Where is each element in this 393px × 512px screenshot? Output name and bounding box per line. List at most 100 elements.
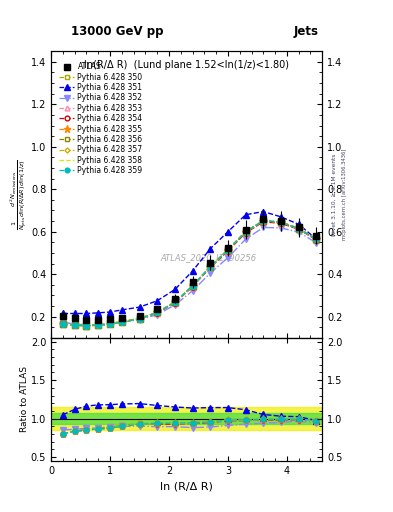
Pythia 6.428 359 [261,218,266,224]
Text: 13000 GeV pp: 13000 GeV pp [71,26,163,38]
Text: Jets: Jets [293,26,318,38]
Pythia 6.428 355 [72,322,77,328]
Pythia 6.428 354 [208,264,213,270]
Pythia 6.428 354 [279,220,283,226]
Pythia 6.428 353 [208,264,213,270]
Pythia 6.428 358 [279,219,283,225]
Pythia 6.428 355 [208,264,213,270]
Y-axis label: $\frac{1}{N_\mathrm{jets}}\frac{d^2 N_\mathrm{emissions}}{d\ln(R/\Delta R)\,d\ln: $\frac{1}{N_\mathrm{jets}}\frac{d^2 N_\m… [9,159,29,230]
Pythia 6.428 359 [279,219,283,225]
Pythia 6.428 353 [137,316,142,322]
Pythia 6.428 356 [137,316,142,322]
Pythia 6.428 351 [261,208,266,215]
Pythia 6.428 359 [173,299,177,305]
Pythia 6.428 358 [314,236,319,242]
Pythia 6.428 357 [226,247,230,253]
Pythia 6.428 350 [119,318,124,325]
Text: Rivet 3.1.10, ≥ 3.1M events: Rivet 3.1.10, ≥ 3.1M events [332,154,337,236]
Pythia 6.428 355 [173,299,177,305]
Pythia 6.428 357 [190,283,195,289]
Pythia 6.428 351 [208,246,213,252]
Pythia 6.428 357 [137,316,142,322]
Pythia 6.428 356 [173,299,177,305]
Pythia 6.428 352 [261,224,266,230]
Pythia 6.428 354 [96,322,101,328]
Pythia 6.428 352 [155,311,160,317]
Pythia 6.428 350 [173,299,177,305]
Pythia 6.428 358 [296,225,301,231]
Line: Pythia 6.428 352: Pythia 6.428 352 [59,224,320,328]
Pythia 6.428 357 [208,264,213,270]
Pythia 6.428 355 [137,316,142,322]
Pythia 6.428 358 [119,319,124,325]
Pythia 6.428 356 [279,219,283,225]
Pythia 6.428 353 [261,219,266,225]
Pythia 6.428 357 [314,236,319,242]
Pythia 6.428 355 [84,323,89,329]
Pythia 6.428 352 [208,270,213,276]
Pythia 6.428 352 [190,288,195,294]
Pythia 6.428 358 [190,283,195,289]
Line: Pythia 6.428 358: Pythia 6.428 358 [63,221,316,326]
Bar [51,413,322,424]
Pythia 6.428 359 [155,309,160,315]
Pythia 6.428 359 [296,225,301,231]
Pythia 6.428 356 [226,247,230,253]
Pythia 6.428 358 [173,299,177,305]
Pythia 6.428 356 [72,322,77,328]
Pythia 6.428 351 [96,310,101,316]
Pythia 6.428 357 [61,321,65,327]
Pythia 6.428 350 [61,321,65,327]
Pythia 6.428 354 [226,248,230,254]
Pythia 6.428 353 [226,248,230,254]
Pythia 6.428 354 [137,316,142,322]
Pythia 6.428 352 [137,317,142,323]
Line: Pythia 6.428 356: Pythia 6.428 356 [60,218,319,328]
Pythia 6.428 355 [119,319,124,325]
Pythia 6.428 354 [61,321,65,327]
Pythia 6.428 359 [190,283,195,289]
Pythia 6.428 355 [108,321,112,327]
Pythia 6.428 352 [108,321,112,327]
Pythia 6.428 350 [279,219,283,225]
Pythia 6.428 352 [243,236,248,242]
Pythia 6.428 355 [190,283,195,289]
Pythia 6.428 355 [61,321,65,327]
Pythia 6.428 358 [208,264,213,270]
Pythia 6.428 352 [173,302,177,308]
Pythia 6.428 353 [72,322,77,328]
Pythia 6.428 359 [96,322,101,328]
Pythia 6.428 350 [243,229,248,235]
Pythia 6.428 353 [96,322,101,328]
Pythia 6.428 354 [190,284,195,290]
Pythia 6.428 351 [173,286,177,292]
Pythia 6.428 354 [155,310,160,316]
Pythia 6.428 355 [243,229,248,235]
Pythia 6.428 352 [296,229,301,235]
Pythia 6.428 355 [96,322,101,328]
Pythia 6.428 358 [243,229,248,235]
Pythia 6.428 354 [119,319,124,325]
Pythia 6.428 353 [155,310,160,316]
Pythia 6.428 353 [314,237,319,243]
Bar [51,407,322,430]
Pythia 6.428 351 [279,214,283,220]
Pythia 6.428 357 [155,309,160,315]
Pythia 6.428 353 [173,300,177,306]
Pythia 6.428 356 [155,309,160,315]
Pythia 6.428 354 [296,226,301,232]
Pythia 6.428 357 [72,322,77,328]
Pythia 6.428 356 [190,283,195,289]
Pythia 6.428 359 [119,319,124,325]
Pythia 6.428 353 [279,220,283,226]
Text: ATLAS_2020_I1790256: ATLAS_2020_I1790256 [160,253,256,262]
Pythia 6.428 350 [137,315,142,322]
Pythia 6.428 357 [261,218,266,224]
Pythia 6.428 358 [226,247,230,253]
Pythia 6.428 351 [155,297,160,304]
Pythia 6.428 357 [296,225,301,231]
Pythia 6.428 353 [190,284,195,290]
Pythia 6.428 351 [226,229,230,235]
Pythia 6.428 356 [108,321,112,327]
Pythia 6.428 352 [72,321,77,327]
